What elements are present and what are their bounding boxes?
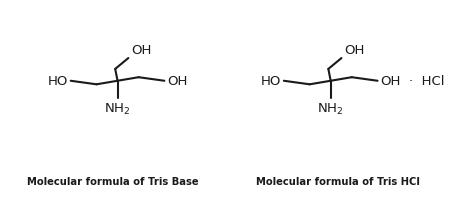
- Text: OH: OH: [344, 44, 365, 57]
- Text: NH$_2$: NH$_2$: [104, 102, 131, 117]
- Text: OH: OH: [380, 75, 401, 88]
- Text: OH: OH: [167, 75, 188, 88]
- Text: HO: HO: [261, 75, 281, 88]
- Text: Molecular formula of Tris HCl: Molecular formula of Tris HCl: [256, 177, 419, 186]
- Text: Molecular formula of Tris Base: Molecular formula of Tris Base: [27, 177, 199, 186]
- Text: ·  HCl: · HCl: [410, 75, 445, 88]
- Text: OH: OH: [131, 44, 152, 57]
- Text: HO: HO: [47, 75, 68, 88]
- Text: NH$_2$: NH$_2$: [318, 102, 344, 117]
